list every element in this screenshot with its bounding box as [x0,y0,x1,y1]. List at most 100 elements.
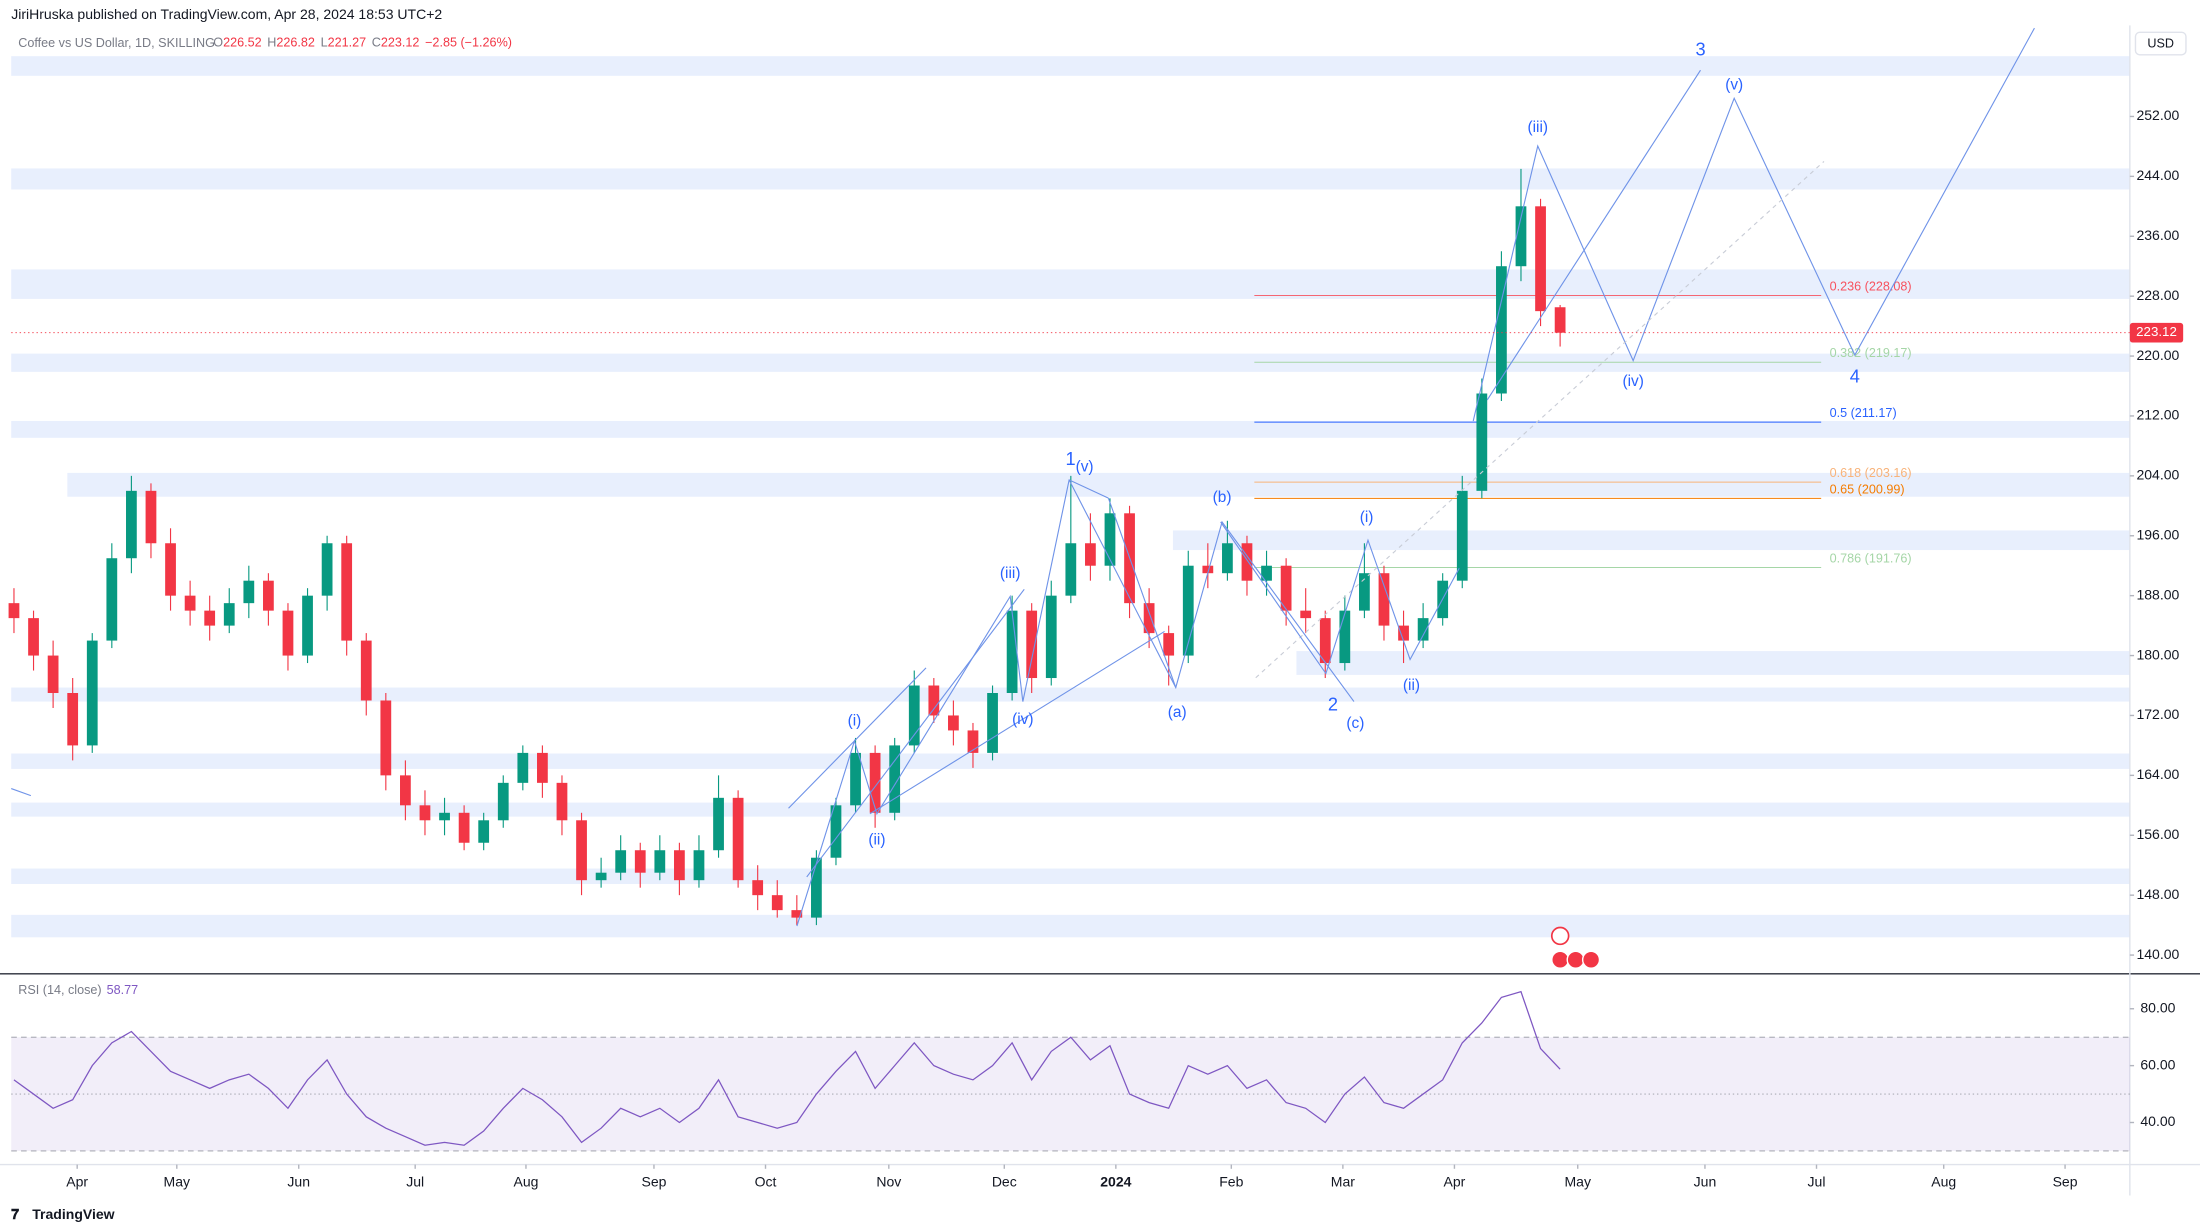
candle-body [595,872,607,881]
candle-body [478,820,490,843]
candle-body [1045,595,1057,679]
wave-label: (iv) [1622,373,1643,390]
channel-line [806,589,1025,878]
candle-body [263,580,274,611]
y-tick-label: 212.00 [2136,407,2179,423]
zone [11,168,2130,190]
wave-label: (ii) [868,832,885,849]
forecast-path [1472,27,2035,422]
event-icons [1550,926,1601,969]
forecast-path [1486,69,1701,401]
trend-line [1255,160,1825,679]
wave-path [1107,497,1177,688]
event-icon [1566,950,1585,969]
candle-body [1026,610,1038,679]
fib-label: 0.65 (200.99) [1830,482,1905,496]
candle-body [1163,633,1175,656]
last-price-label: 223.12 [2136,324,2177,339]
candle-body [1319,618,1331,664]
y-tick-label: 196.00 [2136,526,2179,542]
ohlc-value: 226.52 [223,36,262,50]
candle-body [517,752,529,783]
rsi-tick-label: 60.00 [2140,1056,2175,1072]
rsi-title: RSI (14, close) [18,983,101,997]
candle-body [1006,610,1018,693]
fib-label: 0.382 (219.17) [1830,346,1912,360]
candle-body [497,782,509,821]
candle-body [28,618,39,656]
candle-body [243,580,255,604]
wave-path [11,788,32,797]
candle-body [1398,625,1409,641]
candle-body [634,850,646,873]
candle-body [967,730,979,753]
wave-label: 2 [1328,694,1338,715]
y-tick-label: 140.00 [2136,946,2179,962]
wave-label: (i) [848,712,862,729]
rsi-line [13,990,1561,1146]
candle-body [556,782,568,821]
fib-label: 0.236 (228.08) [1830,279,1912,293]
fib-label: 0.618 (203.16) [1830,466,1912,480]
wave-lines [11,27,2035,927]
candle-body [106,558,118,641]
wave-label: (iv) [1012,711,1033,728]
candle-body [850,752,861,806]
rsi-tick-label: 80.00 [2140,999,2175,1015]
wave-label: 4 [1850,365,1860,386]
candle-body [67,692,79,746]
zone [11,56,2130,76]
candle-body [1535,206,1546,312]
candle-body [341,543,353,641]
rsi-tick-label: 40.00 [2140,1113,2175,1129]
y-tick-label: 236.00 [2136,227,2179,243]
event-icon [1550,926,1570,946]
candle-body [1476,393,1488,491]
wave-label: (v) [1725,77,1743,94]
change: −2.85 (−1.26%) [425,36,512,50]
rsi-band [11,1037,2130,1151]
zone [11,753,2130,769]
y-tick-label: 156.00 [2136,826,2179,842]
x-tick-label: Jun [1694,1174,1717,1190]
wave-path [1068,479,1355,702]
rsi-value: 58.77 [107,983,139,997]
candle-body [126,490,137,559]
brand: TradingView [32,1206,114,1222]
candle-body [439,812,450,821]
x-tick-label: Jul [1808,1174,1826,1190]
x-tick-label: Aug [1931,1174,1956,1190]
wave-label: (a) [1168,704,1187,721]
zones [11,56,2130,938]
x-tick-label: Apr [66,1174,88,1190]
bottom-bar [0,1201,2200,1232]
y-tick-label: 204.00 [2136,467,2179,483]
top-bar [0,0,2200,26]
candle-body [282,610,294,656]
candle-body [752,880,764,896]
candle-body [400,775,411,806]
x-tick-label: May [1564,1174,1590,1190]
x-tick-label: Jun [287,1174,310,1190]
wave-label: (iii) [1527,119,1548,136]
candle-body [145,490,157,544]
candle-body [1339,610,1351,664]
candle-body [360,640,372,701]
candle-body [1280,565,1292,611]
candle-body [537,752,548,783]
candle-body [380,700,392,776]
wave-labels: 3 (v) (iii) (iv) 4 1 (v) (iii) (i) (iv) … [848,38,1860,848]
x-tick-label: Nov [876,1174,901,1190]
candle-body [1417,618,1429,641]
candle-body [615,850,627,873]
candle-body [713,797,724,851]
currency: USD [2147,37,2174,51]
y-tick-label: 172.00 [2136,706,2179,722]
zone [11,868,2130,884]
candle-body [47,655,59,693]
candle-body [1378,573,1390,626]
candle-body [654,850,666,873]
ohlc-value: 226.82 [276,36,315,50]
